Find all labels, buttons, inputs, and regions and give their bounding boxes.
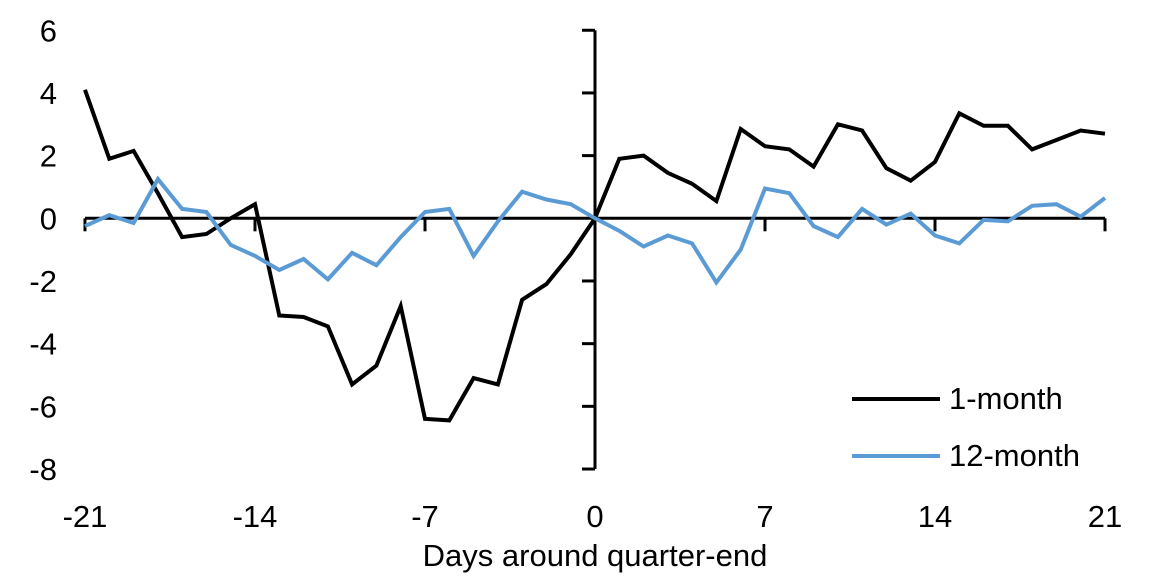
series-12-month-line — [84, 175, 1107, 287]
legend-line-swatch-1month — [852, 397, 940, 401]
legend-item-1month: 1-month — [852, 381, 1080, 417]
legend-item-12month: 12-month — [852, 438, 1080, 474]
legend-line-swatch-12month — [852, 454, 940, 458]
y-tick-label: -2 — [29, 264, 57, 299]
y-tick-label: 2 — [40, 139, 57, 174]
y-tick-label: -8 — [29, 452, 57, 487]
legend: 1-month 12-month — [852, 381, 1080, 474]
x-tick-label: 14 — [918, 499, 952, 534]
x-tick-label: -7 — [411, 499, 439, 534]
y-tick-label: -6 — [29, 389, 57, 424]
legend-label-12month: 12-month — [949, 438, 1080, 473]
x-tick-label: 0 — [586, 499, 603, 534]
x-axis-title: Days around quarter-end — [422, 538, 768, 573]
x-tick-label: -21 — [63, 499, 108, 534]
x-tick-label: 21 — [1088, 499, 1122, 534]
legend-label-1month: 1-month — [949, 381, 1063, 416]
y-tick-label: -4 — [29, 327, 57, 362]
y-tick-label: 6 — [40, 13, 57, 48]
x-tick-label: 7 — [756, 499, 773, 534]
y-tick-label: 4 — [40, 76, 57, 111]
y-tick-label: 0 — [40, 201, 57, 236]
x-tick-label: -14 — [233, 499, 278, 534]
